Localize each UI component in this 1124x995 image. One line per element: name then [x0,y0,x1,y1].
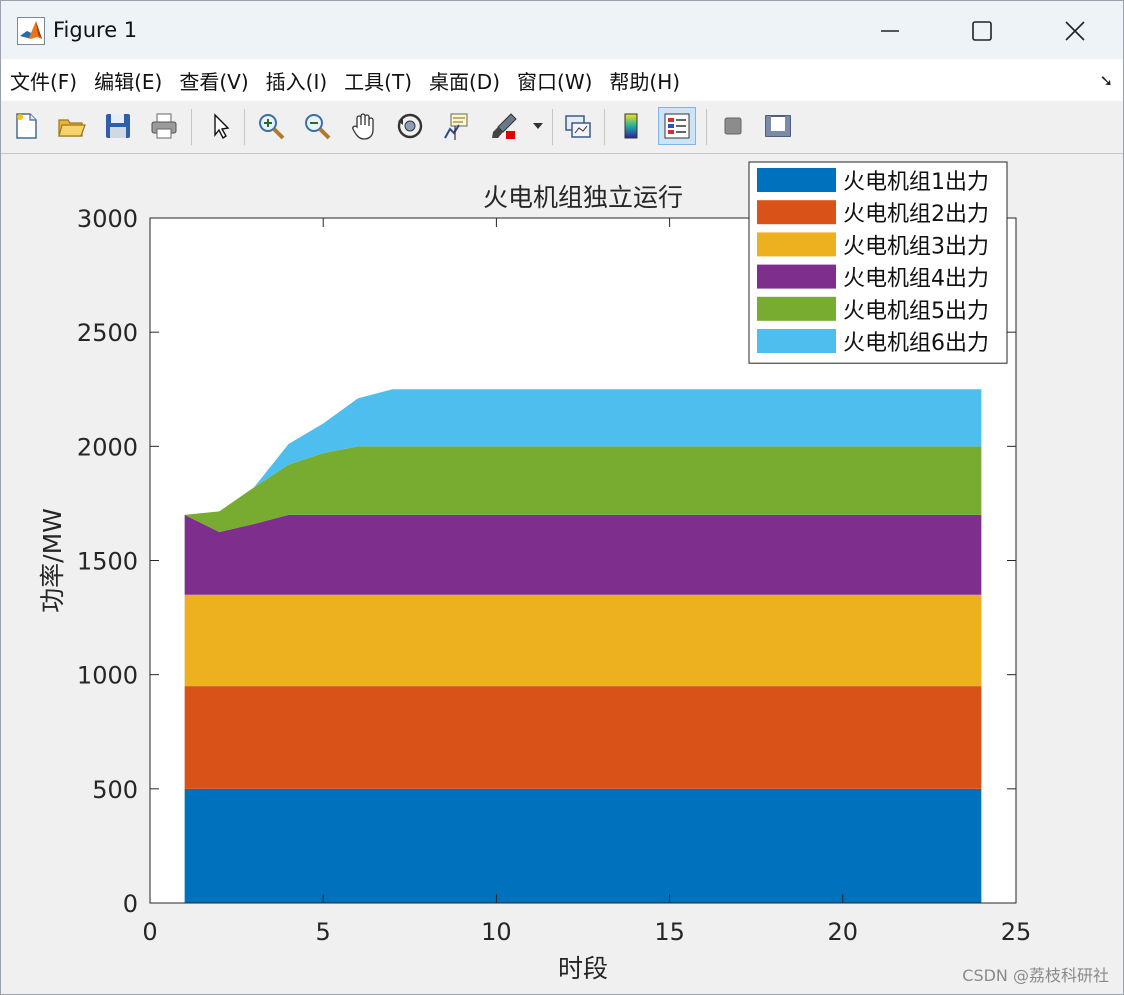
menu-view[interactable]: 查看(V) [179,69,249,94]
menu-file[interactable]: 文件(F) [10,69,78,94]
edit-plot-arrow-icon [214,113,230,140]
open-file-icon [58,119,86,137]
y-tick-label: 0 [123,890,138,918]
colorbar-button[interactable] [612,107,650,145]
zoom-in-button[interactable] [252,107,290,145]
new-figure-button[interactable] [7,107,45,145]
legend-swatch [757,168,836,192]
minimize-icon [881,30,899,32]
brush-dropdown-icon [533,123,543,129]
edit-plot-button[interactable] [201,107,239,145]
y-tick-label: 2500 [77,319,138,347]
legend-label: 火电机组2出力 [843,202,989,227]
legend-label: 火电机组3出力 [843,234,989,259]
window-title: Figure 1 [53,18,138,42]
link-plot-button[interactable] [559,107,597,145]
show-plot-tools-button[interactable] [759,107,797,145]
area-series-4[interactable] [184,514,982,595]
toolbar-separator [706,109,707,145]
figure-toolbar [1,101,1123,154]
x-tick-label: 10 [481,918,512,946]
minimize-button[interactable] [867,9,913,53]
brush-dropdown-button[interactable] [529,107,547,145]
legend-icon [664,113,690,139]
x-tick-label: 25 [1001,918,1032,946]
zoom-out-button[interactable] [298,107,336,145]
close-button[interactable] [1052,9,1098,53]
area-series-1[interactable] [184,788,982,903]
legend-label: 火电机组1出力 [843,170,989,195]
dock-arrow-icon[interactable]: ➘ [1099,71,1113,90]
toolbar-separator [191,109,192,145]
new-figure-icon [16,113,37,139]
pan-button[interactable] [345,107,383,145]
toolbar-separator [244,109,245,145]
x-axis-label: 时段 [558,954,608,983]
legend-swatch [757,264,836,289]
area-series-6[interactable] [184,389,982,515]
title-bar: Figure 1 [1,1,1123,59]
matlab-logo-icon [17,17,45,45]
x-tick-label: 20 [828,918,859,946]
chart-title: 火电机组独立运行 [483,183,683,212]
y-tick-label: 1500 [77,548,138,576]
watermark-text: CSDN @荔枝科研社 [962,966,1109,985]
legend-button[interactable] [658,107,696,145]
data-cursor-icon [444,113,468,140]
brush-button[interactable] [485,107,523,145]
hide-plot-tools-icon [724,117,742,135]
brush-icon [492,113,517,139]
y-axis-label: 功率/MW [38,508,67,613]
legend-label: 火电机组5出力 [843,299,989,324]
zoom-out-icon [305,114,331,140]
show-plot-tools-icon [765,115,791,137]
legend-swatch [757,296,836,321]
menu-desktop[interactable]: 桌面(D) [429,69,501,94]
pan-hand-icon [352,113,374,140]
maximize-icon [972,21,992,41]
menu-insert[interactable]: 插入(I) [265,69,328,94]
rotate-3d-button[interactable] [391,107,429,145]
legend-label: 火电机组4出力 [843,267,989,292]
menu-help[interactable]: 帮助(H) [609,69,681,94]
y-tick-label: 1000 [77,662,138,690]
figure-canvas: 0 5 10 15 20 25 0 500 1000 1500 2000 2500 3000 火电机组独立… [1,154,1123,994]
x-tick-label: 15 [654,918,685,946]
toolbar-separator [604,109,605,145]
hide-plot-tools-button[interactable] [714,107,752,145]
link-plot-icon [565,115,591,138]
legend-swatch [757,200,836,225]
save-icon [106,114,130,138]
save-button[interactable] [99,107,137,145]
toolbar-separator [552,109,553,145]
menu-edit[interactable]: 编辑(E) [94,69,163,94]
area-series-2[interactable] [184,686,982,789]
legend-label: 火电机组6出力 [843,331,989,356]
open-file-button[interactable] [52,107,90,145]
menu-window[interactable]: 窗口(W) [517,69,593,94]
zoom-in-icon [259,114,285,140]
x-tick-label: 0 [142,918,157,946]
y-tick-label: 2000 [77,433,138,461]
legend-swatch [757,329,836,353]
menu-bar: 文件(F) 编辑(E) 查看(V) 插入(I) 工具(T) 桌面(D) 窗口(W… [1,59,1123,101]
y-tick-label: 500 [92,776,138,804]
print-button[interactable] [145,107,183,145]
rotate-3d-icon [397,113,423,139]
area-series-5[interactable] [184,446,982,532]
data-cursor-button[interactable] [437,107,475,145]
colorbar-icon [624,113,638,139]
x-tick-label: 5 [316,918,331,946]
stacked-area-chart[interactable]: 0 5 10 15 20 25 0 500 1000 1500 2000 2500 3000 火电机组独立… [1,154,1123,994]
close-icon [1065,21,1085,41]
print-icon [151,113,177,139]
menu-tools[interactable]: 工具(T) [344,69,412,94]
y-tick-label: 3000 [77,205,138,233]
maximize-button[interactable] [959,9,1005,53]
area-series-3[interactable] [184,594,982,687]
legend-swatch [757,232,836,257]
